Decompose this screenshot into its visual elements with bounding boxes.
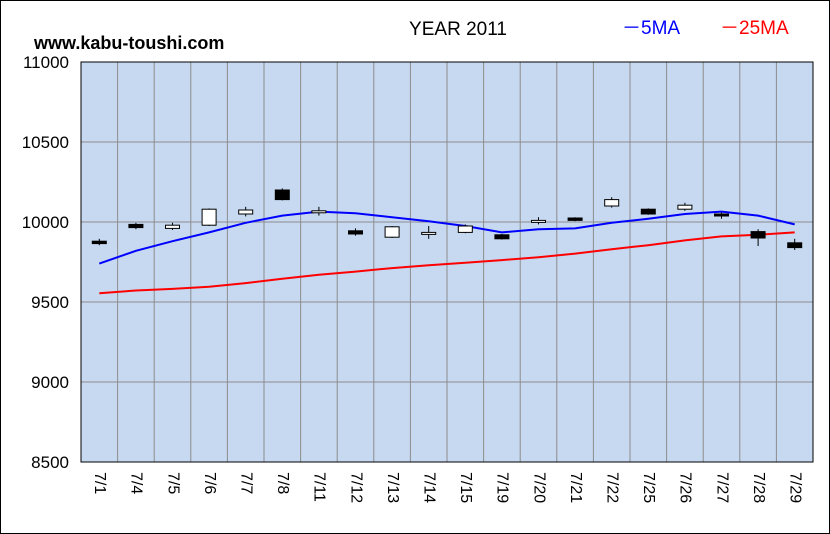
x-tick-label: 7/12 <box>347 472 364 503</box>
gridlines <box>81 62 813 462</box>
ma25-series <box>99 231 795 295</box>
candle-body <box>311 210 327 214</box>
candle <box>238 206 254 217</box>
candle <box>787 238 803 250</box>
candle-body <box>567 217 583 221</box>
candle-body <box>384 226 400 238</box>
candle <box>274 188 290 201</box>
ma5-line <box>98 210 795 265</box>
candle <box>494 234 510 240</box>
candle-body <box>128 223 144 229</box>
x-tick-label: 7/6 <box>201 472 218 494</box>
candle-body <box>750 231 766 239</box>
y-tick-label: 10000 <box>22 213 69 232</box>
candle-body <box>274 189 290 201</box>
candle-body <box>714 213 729 217</box>
candle-body <box>91 240 107 245</box>
candle-body <box>421 231 437 235</box>
candle-body <box>677 204 693 210</box>
ma25-line <box>99 231 795 295</box>
x-tick-label: 7/8 <box>274 472 291 494</box>
candle-body <box>457 225 473 233</box>
x-tick-label: 7/11 <box>311 472 328 502</box>
x-tick-label: 7/13 <box>384 472 401 503</box>
x-tick-label: 7/26 <box>677 472 694 503</box>
candle <box>421 226 437 239</box>
x-tick-label: 7/29 <box>786 472 803 503</box>
x-tick-label: 7/4 <box>128 472 145 494</box>
x-tick-label: 7/14 <box>420 472 437 503</box>
candle <box>348 228 363 236</box>
ma5-series <box>98 210 795 265</box>
x-tick-label: 7/1 <box>91 472 108 494</box>
x-tick-label: 7/21 <box>567 472 584 503</box>
x-tick-label: 7/25 <box>640 472 657 503</box>
candle-body <box>238 209 254 215</box>
candle <box>604 197 620 208</box>
y-tick-label: 10500 <box>22 133 69 152</box>
x-tick-label: 7/28 <box>750 472 767 503</box>
candle <box>567 217 583 222</box>
x-tick-label: 7/19 <box>494 472 511 503</box>
x-tick-label: 7/22 <box>603 472 620 503</box>
candle <box>384 226 400 238</box>
y-tick-label: 8500 <box>31 453 69 472</box>
legend-5ma: －5MA <box>622 18 680 39</box>
y-tick-label: 9500 <box>31 293 69 312</box>
candle-body <box>201 208 217 226</box>
candle <box>640 208 656 215</box>
x-tick-label: 7/15 <box>457 472 474 503</box>
candle-body <box>787 242 803 249</box>
candle <box>311 206 327 216</box>
candle-body <box>640 208 656 215</box>
candle <box>457 224 473 234</box>
site-label: www.kabu-toushi.com <box>33 33 224 53</box>
chart-title: YEAR 2011 <box>409 19 507 40</box>
candles <box>91 188 803 250</box>
candle <box>128 222 144 230</box>
y-tick-label: 11000 <box>23 53 69 72</box>
candle <box>750 229 766 246</box>
candle <box>165 222 180 230</box>
x-axis-ticks: 7/1 7/4 7/5 7/6 7/7 7/8 7/11 7/12 7/13 7/14 7/15 7/… <box>91 472 803 503</box>
candle-body <box>531 219 546 223</box>
candle <box>677 202 693 211</box>
y-axis-ticks: 8500 9000 9500 10000 10500 11000 <box>22 53 69 472</box>
legend-25ma: －25MA <box>720 18 789 39</box>
plot-border <box>80 61 814 463</box>
candle <box>91 238 107 246</box>
candle-body <box>604 199 620 207</box>
x-tick-label: 7/27 <box>713 472 730 503</box>
candle <box>714 212 729 219</box>
y-tick-label: 9000 <box>31 373 69 392</box>
x-tick-label: 7/7 <box>237 472 254 494</box>
candle-body <box>348 230 363 235</box>
candle <box>531 217 546 225</box>
candle-body <box>165 224 180 229</box>
x-tick-label: 7/20 <box>530 472 547 503</box>
candle-body <box>494 234 510 240</box>
candle <box>201 208 217 226</box>
x-tick-label: 7/5 <box>164 472 181 494</box>
